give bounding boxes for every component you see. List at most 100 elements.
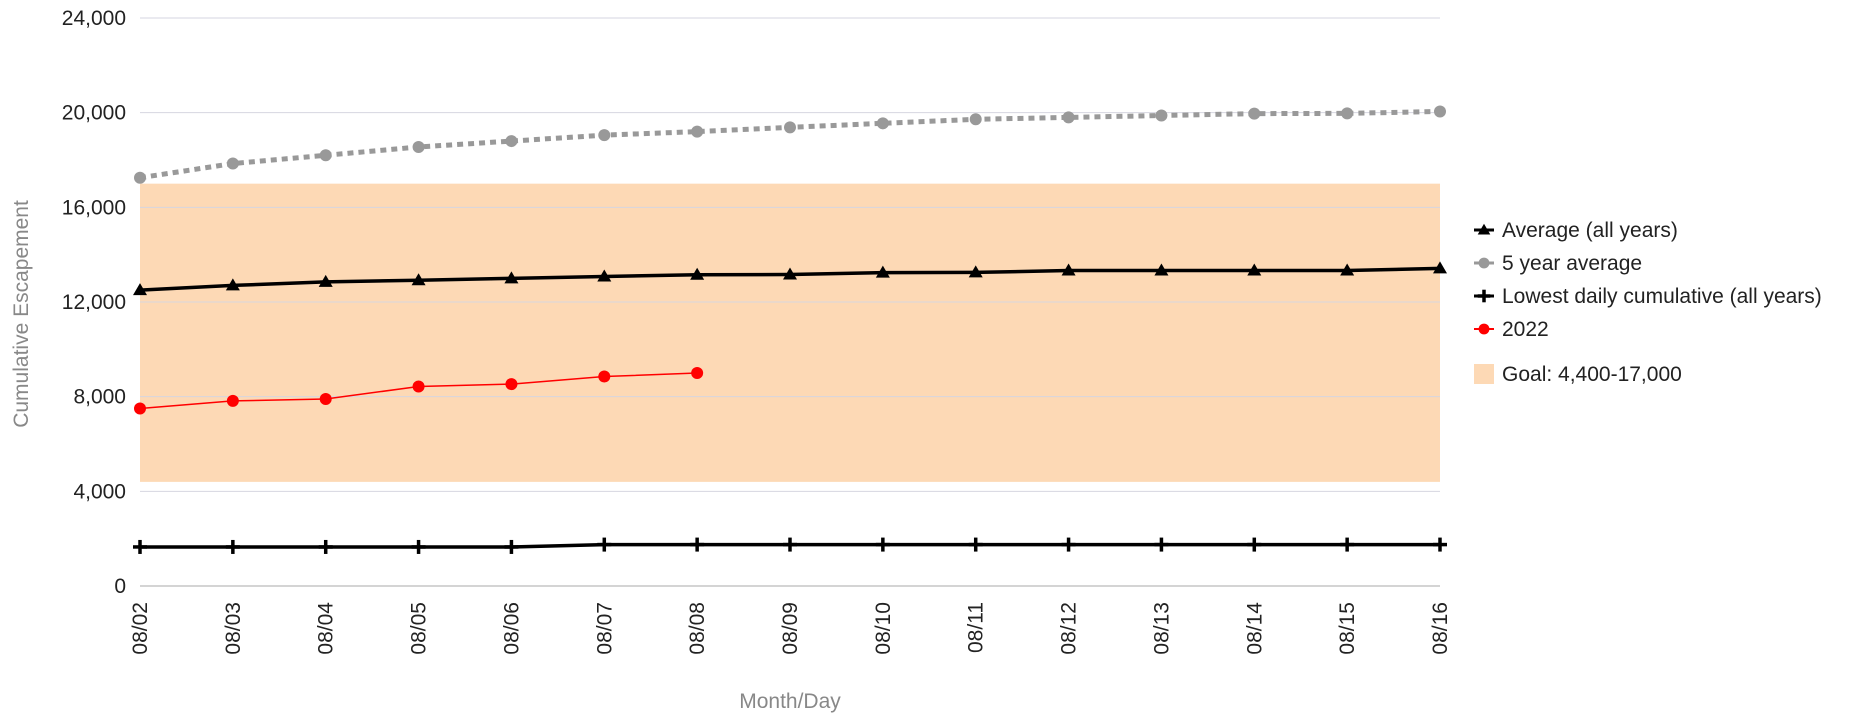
- data-point: [691, 125, 704, 138]
- legend-label: Goal: 4,400-17,000: [1502, 363, 1682, 386]
- series-3: [134, 367, 704, 415]
- data-point: [1433, 261, 1447, 274]
- data-point: [969, 113, 982, 126]
- data-point: [319, 393, 332, 406]
- data-point: [597, 269, 612, 282]
- data-point: [968, 537, 983, 552]
- legend-item: 2022: [1474, 318, 1549, 341]
- x-tick-label: 08/07: [593, 602, 616, 655]
- data-point: [505, 378, 518, 391]
- data-point: [1154, 263, 1169, 276]
- data-point: [783, 267, 797, 280]
- x-tick-labels: 08/02 08/03 08/04 08/05 08/06 08/07 08/08 08/09…: [129, 602, 1452, 655]
- legend-item: Average (all years): [1474, 219, 1678, 242]
- data-point: [412, 140, 425, 153]
- legend-swatch: [1474, 257, 1494, 269]
- data-point: [1477, 223, 1491, 235]
- x-tick-label: 08/06: [500, 602, 523, 655]
- data-point: [968, 265, 983, 278]
- y-axis-title: Cumulative Escapement: [10, 200, 33, 428]
- legend-label: 5 year average: [1502, 252, 1642, 275]
- x-tick-label: 08/16: [1429, 602, 1452, 655]
- data-point: [1340, 537, 1355, 552]
- series-1: [134, 105, 1446, 184]
- data-point: [133, 539, 147, 554]
- data-point: [412, 380, 425, 393]
- x-tick-label: 08/14: [1243, 602, 1266, 655]
- data-point: [134, 171, 146, 184]
- legend-swatch: [1474, 323, 1494, 335]
- legend-item: Goal: 4,400-17,000: [1474, 363, 1682, 386]
- data-point: [875, 537, 890, 552]
- y-tick-label: 24,000: [62, 7, 126, 30]
- data-point: [598, 129, 611, 142]
- data-point: [226, 394, 239, 407]
- data-point: [690, 537, 705, 552]
- series-lines: [133, 105, 1447, 554]
- legend-swatch: [1474, 364, 1494, 384]
- legend: Average (all years) 5 year average Lowest …: [1474, 219, 1822, 386]
- x-tick-label: 08/11: [965, 602, 988, 653]
- y-tick-label: 4,000: [73, 480, 126, 503]
- data-point: [133, 283, 147, 296]
- x-tick-label: 08/12: [1058, 602, 1081, 655]
- x-tick-label: 08/10: [872, 602, 895, 655]
- data-point: [1477, 289, 1491, 303]
- data-point: [504, 271, 519, 284]
- y-tick-label: 12,000: [62, 291, 126, 314]
- data-point: [1247, 263, 1262, 276]
- data-point: [1341, 107, 1354, 120]
- data-point: [1061, 263, 1076, 276]
- legend-label: Average (all years): [1502, 219, 1678, 242]
- data-point: [505, 135, 518, 148]
- series-2: [133, 537, 1447, 554]
- y-tick-labels: 0 4,000 8,000 12,000 16,000 20,000 24,000: [62, 7, 126, 598]
- data-point: [1061, 537, 1076, 552]
- legend-swatch: [1474, 289, 1494, 303]
- legend-label: 2022: [1502, 318, 1549, 341]
- x-tick-label: 08/13: [1150, 602, 1173, 655]
- goal-band: [140, 183, 1440, 482]
- x-tick-label: 08/15: [1336, 602, 1359, 655]
- legend-item: Lowest daily cumulative (all years): [1474, 285, 1822, 308]
- data-point: [504, 539, 519, 554]
- data-point: [690, 267, 705, 280]
- data-point: [783, 537, 797, 552]
- legend-label: Lowest daily cumulative (all years): [1502, 285, 1822, 308]
- data-point: [597, 537, 612, 552]
- data-point: [411, 273, 426, 286]
- data-point: [134, 402, 146, 415]
- data-point: [691, 367, 704, 379]
- data-point: [875, 265, 890, 278]
- y-tick-label: 0: [114, 575, 126, 598]
- data-point: [1248, 107, 1261, 120]
- data-point: [784, 121, 796, 134]
- y-tick-label: 16,000: [62, 196, 126, 219]
- data-point: [411, 539, 426, 554]
- data-point: [1478, 257, 1490, 269]
- data-point: [1340, 263, 1355, 276]
- data-point: [318, 539, 333, 554]
- grid-lines: [140, 17, 1440, 587]
- data-point: [318, 274, 333, 287]
- data-point: [1247, 537, 1262, 552]
- x-tick-label: 08/08: [686, 602, 709, 655]
- data-point: [876, 117, 889, 130]
- x-axis-title: Month/Day: [739, 690, 841, 713]
- y-tick-label: 8,000: [73, 386, 126, 409]
- data-point: [598, 370, 611, 383]
- data-point: [319, 149, 332, 162]
- data-point: [225, 278, 240, 291]
- x-tick-label: 08/03: [222, 602, 245, 655]
- data-point: [1062, 111, 1075, 124]
- data-point: [1478, 323, 1490, 335]
- data-point: [1433, 537, 1447, 552]
- x-tick-label: 08/05: [408, 602, 431, 655]
- data-point: [1154, 537, 1169, 552]
- x-tick-label: 08/02: [129, 602, 152, 655]
- y-tick-label: 20,000: [62, 102, 126, 125]
- x-tick-label: 08/04: [315, 602, 338, 655]
- series-0: [133, 261, 1447, 296]
